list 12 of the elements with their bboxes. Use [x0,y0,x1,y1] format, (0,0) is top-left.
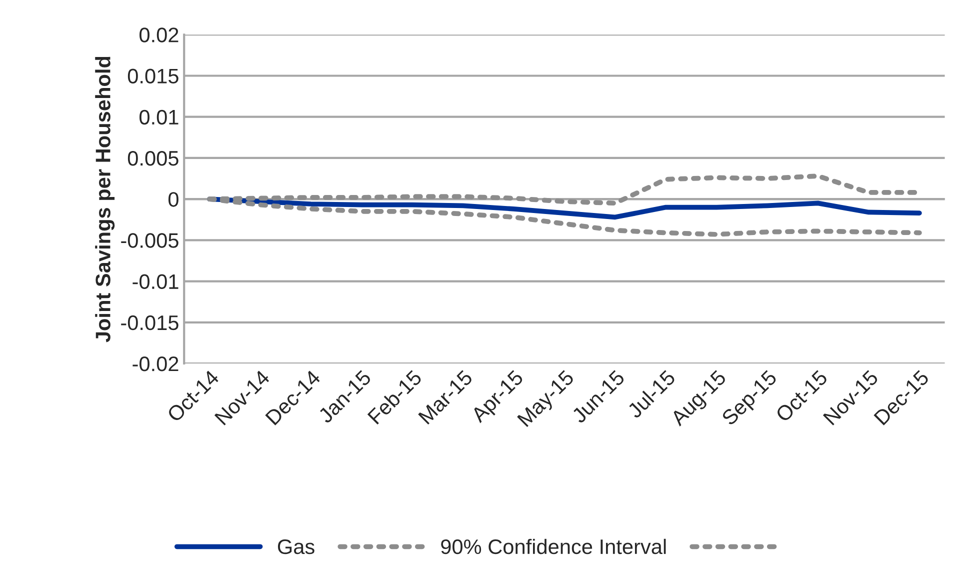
y-tick-label: 0.015 [128,68,178,84]
y-tick-label: 0.01 [140,110,178,125]
y-tick-label: 0.02 [140,28,178,42]
y-tick-label: -0.005 [121,233,178,248]
y-tick-label: 0 [168,192,178,207]
y-tick-label: 0.005 [128,150,178,166]
y-tick-label: -0.02 [132,356,178,372]
legend-label: Gas [278,539,314,554]
y-tick-label: -0.01 [132,274,178,290]
y-tick-label: -0.015 [121,315,178,330]
y-axis-title: Joint Savings per Household [95,56,115,342]
legend-label: 90% Confidence Interval [441,538,666,554]
